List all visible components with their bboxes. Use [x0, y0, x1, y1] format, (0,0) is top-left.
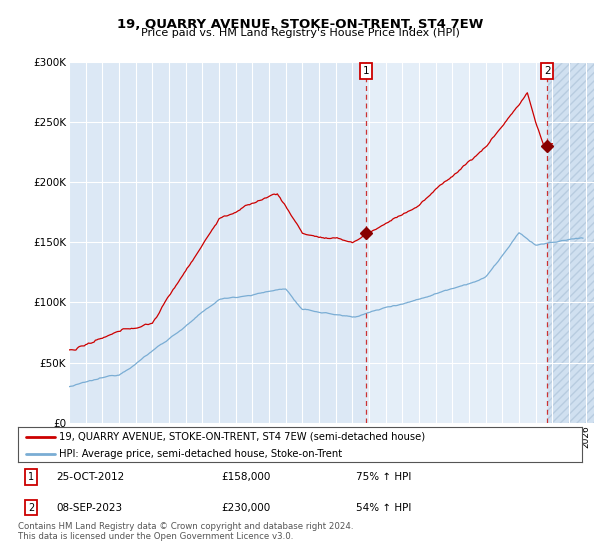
HPI: Average price, semi-detached house, Stoke-on-Trent: (2e+03, 3e+04): Average price, semi-detached house, Stok… [65, 384, 73, 390]
Text: 54% ↑ HPI: 54% ↑ HPI [356, 503, 412, 512]
HPI: Average price, semi-detached house, Stoke-on-Trent: (2.01e+03, 9.05e+04): Average price, semi-detached house, Stok… [361, 310, 368, 317]
19, QUARRY AVENUE, STOKE-ON-TRENT, ST4 7EW (semi-detached house) [71, 347, 78, 353]
Text: 1: 1 [28, 472, 34, 482]
19, QUARRY AVENUE, STOKE-ON-TRENT, ST4 7EW (semi-detached house) [524, 90, 531, 96]
Text: 2: 2 [544, 66, 550, 76]
19, QUARRY AVENUE, STOKE-ON-TRENT, ST4 7EW (semi-detached house) [373, 226, 380, 233]
19, QUARRY AVENUE, STOKE-ON-TRENT, ST4 7EW (semi-detached house) [358, 234, 365, 240]
HPI: Average price, semi-detached house, Stoke-on-Trent: (2.02e+03, 1.58e+05): Average price, semi-detached house, Stok… [515, 230, 523, 236]
Text: 2: 2 [28, 503, 34, 512]
Text: Contains HM Land Registry data © Crown copyright and database right 2024.
This d: Contains HM Land Registry data © Crown c… [18, 522, 353, 542]
HPI: Average price, semi-detached house, Stoke-on-Trent: (2.01e+03, 8.97e+04): Average price, semi-detached house, Stok… [358, 311, 365, 318]
Text: 19, QUARRY AVENUE, STOKE-ON-TRENT, ST4 7EW: 19, QUARRY AVENUE, STOKE-ON-TRENT, ST4 7… [117, 18, 483, 31]
HPI: Average price, semi-detached house, Stoke-on-Trent: (2.01e+03, 1.05e+05): Average price, semi-detached house, Stok… [287, 292, 295, 299]
Bar [366, 62, 547, 423]
Text: £158,000: £158,000 [221, 472, 271, 482]
19, QUARRY AVENUE, STOKE-ON-TRENT, ST4 7EW (semi-detached house) [425, 193, 433, 200]
19, QUARRY AVENUE, STOKE-ON-TRENT, ST4 7EW (semi-detached house) [346, 239, 353, 245]
HPI: Average price, semi-detached house, Stoke-on-Trent: (2.02e+03, 1.31e+05): Average price, semi-detached house, Stok… [492, 262, 499, 268]
19, QUARRY AVENUE, STOKE-ON-TRENT, ST4 7EW (semi-detached house) [277, 194, 284, 201]
Text: 08-SEP-2023: 08-SEP-2023 [56, 503, 122, 512]
19, QUARRY AVENUE, STOKE-ON-TRENT, ST4 7EW (semi-detached house) [549, 141, 556, 147]
19, QUARRY AVENUE, STOKE-ON-TRENT, ST4 7EW (semi-detached house) [65, 347, 73, 353]
Text: 19, QUARRY AVENUE, STOKE-ON-TRENT, ST4 7EW (semi-detached house): 19, QUARRY AVENUE, STOKE-ON-TRENT, ST4 7… [59, 432, 425, 442]
Text: £230,000: £230,000 [221, 503, 270, 512]
Text: 75% ↑ HPI: 75% ↑ HPI [356, 472, 412, 482]
Bar [548, 62, 600, 423]
HPI: Average price, semi-detached house, Stoke-on-Trent: (2e+03, 5.08e+04): Average price, semi-detached house, Stok… [135, 358, 142, 365]
HPI: Average price, semi-detached house, Stoke-on-Trent: (2.03e+03, 1.53e+05): Average price, semi-detached house, Stok… [579, 235, 586, 241]
HPI: Average price, semi-detached house, Stoke-on-Trent: (2.02e+03, 1.4e+05): Average price, semi-detached house, Stok… [500, 250, 508, 257]
Text: 25-OCT-2012: 25-OCT-2012 [56, 472, 125, 482]
Text: HPI: Average price, semi-detached house, Stoke-on-Trent: HPI: Average price, semi-detached house,… [59, 449, 342, 459]
Text: 1: 1 [362, 66, 370, 76]
Line: HPI: Average price, semi-detached house, Stoke-on-Trent: HPI: Average price, semi-detached house,… [69, 233, 583, 387]
Text: Price paid vs. HM Land Registry's House Price Index (HPI): Price paid vs. HM Land Registry's House … [140, 28, 460, 38]
Line: 19, QUARRY AVENUE, STOKE-ON-TRENT, ST4 7EW (semi-detached house): 19, QUARRY AVENUE, STOKE-ON-TRENT, ST4 7… [69, 93, 553, 350]
19, QUARRY AVENUE, STOKE-ON-TRENT, ST4 7EW (semi-detached house) [468, 157, 475, 164]
